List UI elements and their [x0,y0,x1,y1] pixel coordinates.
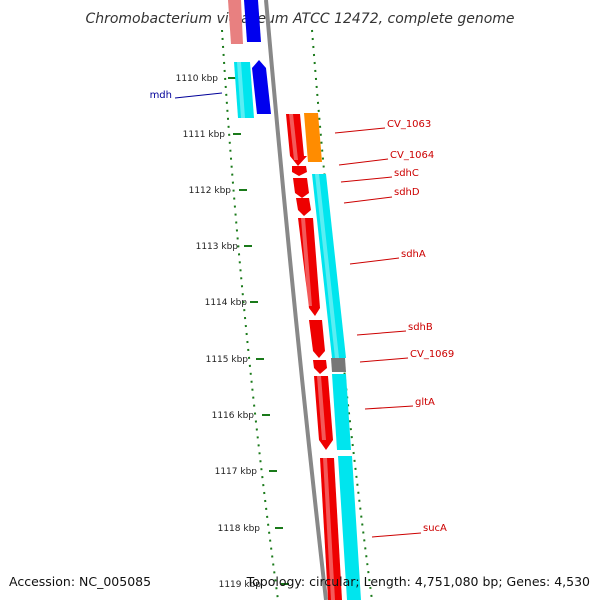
gene-label: gltA [415,397,435,408]
genome-summary-text: Topology: circular; Length: 4,751,080 bp… [246,574,590,589]
forward-strand-features [286,113,361,600]
kbp-tick-label: 1113 kbp [196,242,239,252]
reverse-gene-top-blue [244,0,261,42]
reverse-gene-mdh [252,60,271,114]
kbp-tick-label: 1112 kbp [189,186,232,196]
reverse-strand-features [228,0,271,118]
genome-backbone [264,0,328,600]
cds-sucA [338,456,361,600]
cds-gltA [332,374,351,450]
accession-text: Accession: NC_005085 [9,574,151,589]
gene-label-leader [359,357,409,363]
cds-sdh-operon [312,174,346,358]
gene-label: CV_1069 [410,349,454,360]
inner-dotted-ring [221,29,279,600]
feature-highlights [237,62,339,600]
gene-sdhC [293,178,309,198]
kbp-tick-label: 1115 kbp [206,355,249,365]
gene-CV-1069 [313,360,327,374]
kbp-tick-label: 1119 kbp [219,580,262,590]
gene-label: CV_1064 [390,150,434,161]
gene-sdhB [309,320,325,358]
gene-label-leader [371,532,422,538]
gene-CV-1064 [292,166,307,176]
gene-label-leader [334,127,386,134]
gene-label-leader [340,176,393,183]
gene-gltA [314,376,333,450]
gene-label-leader [364,405,414,410]
genome-title: Chromobacterium violaceum ATCC 12472, co… [85,11,514,27]
gene-sdhD [296,198,311,216]
kbp-tick-label: 1116 kbp [212,411,255,421]
cds-CV-1063 [304,113,322,162]
gene-label: sdhC [394,168,419,179]
gene-label: sdhB [408,322,433,333]
gene-CV-1063 [286,114,307,166]
kbp-tick-label: 1111 kbp [183,130,226,140]
gene-label: CV_1063 [387,119,431,130]
gene-label-leader [338,158,389,166]
kbp-ticks: 1110 kbp 1111 kbp 1112 kbp 1113 kbp 1114 kbp… [176,74,289,590]
kbp-tick-label: 1117 kbp [215,467,258,477]
gene-label-leader [349,257,400,265]
gene-label: sdhD [394,187,420,198]
kbp-tick-label: 1114 kbp [205,298,248,308]
gene-label-leader [343,196,393,204]
reverse-cds-cyan [234,62,254,118]
gene-labels: mdh CV_1063 CV_1064 sdhC sdhD sdhA sdhB CV_1069… [150,90,454,538]
kbp-tick-label: 1118 kbp [218,524,261,534]
gene-label-leader [356,330,407,336]
gene-label-leader [174,92,223,99]
gene-label: sucA [423,523,447,534]
gene-sdhA [298,218,320,316]
cds-CV-1069 [331,358,346,372]
kbp-tick-label: 1110 kbp [176,74,219,84]
gene-label: mdh [150,90,172,101]
gene-sucA [320,458,342,600]
gene-label: sdhA [401,249,426,260]
reverse-gene-top-pink [228,0,243,44]
